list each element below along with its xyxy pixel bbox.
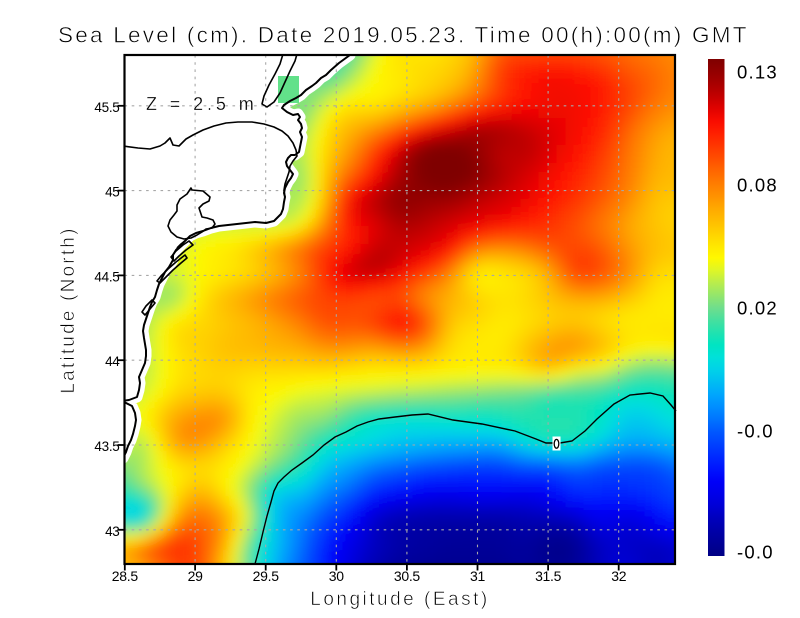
svg-text:-0.0: -0.0 [737,421,774,442]
svg-text:43.5: 43.5 [94,439,119,454]
svg-text:30: 30 [329,568,344,584]
svg-text:0.02: 0.02 [737,298,778,319]
svg-text:31: 31 [470,568,485,584]
svg-text:44.5: 44.5 [94,269,119,284]
svg-text:0.13: 0.13 [737,62,778,83]
svg-text:44: 44 [105,354,120,369]
svg-text:45: 45 [105,185,119,200]
svg-text:32: 32 [611,568,626,584]
svg-text:31.5: 31.5 [535,568,562,584]
svg-text:43: 43 [105,524,119,539]
svg-text:45.5: 45.5 [94,100,119,115]
svg-text:Longitude (East): Longitude (East) [310,589,489,610]
svg-text:Z = 2.5 m: Z = 2.5 m [146,94,258,114]
svg-text:29: 29 [188,568,203,584]
svg-text:30.5: 30.5 [394,568,421,584]
svg-text:28.5: 28.5 [112,568,139,584]
svg-text:0.08: 0.08 [737,175,778,196]
svg-text:-0.0: -0.0 [737,542,774,563]
svg-text:Latitude (North): Latitude (North) [58,226,79,393]
svg-text:29.5: 29.5 [253,568,280,584]
svg-text:Sea Level (cm). Date 2019.05.2: Sea Level (cm). Date 2019.05.23. Time 00… [58,23,749,48]
